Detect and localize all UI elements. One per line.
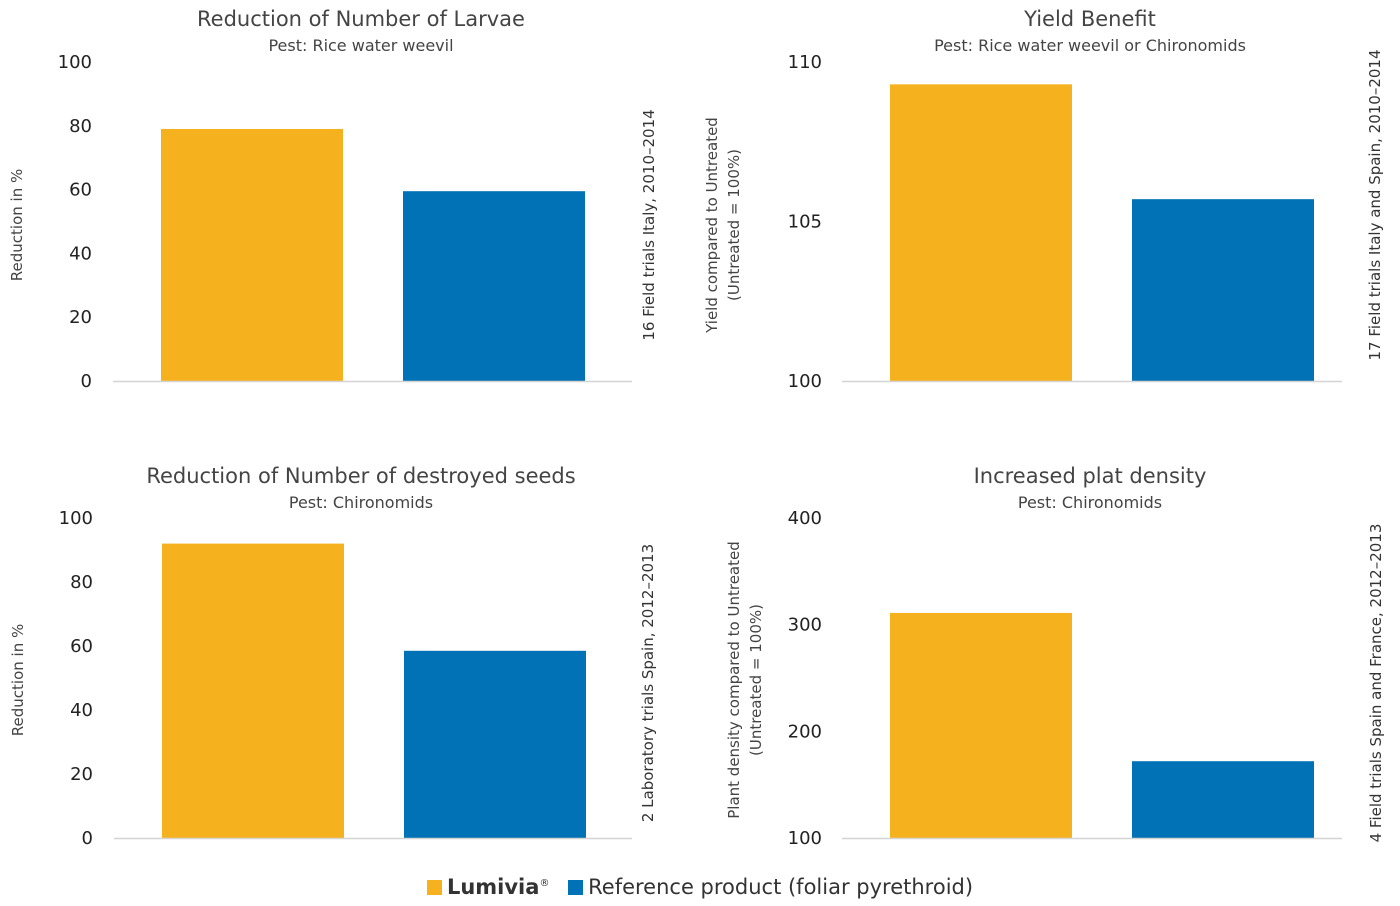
y-tick-label: 200 (788, 721, 822, 742)
legend-swatch-reference (568, 880, 584, 895)
chart-panel-1: Reduction of Number of Larvae Pest: Rice … (8, 7, 658, 392)
trial-note: 16 Field trials Italy, 2010–2014 (640, 109, 658, 340)
y-axis-label: Yield compared to Untreated (703, 117, 721, 334)
y-tick-label: 0 (81, 371, 92, 392)
y-tick-label: 110 (788, 52, 822, 73)
y-tick-label: 40 (70, 700, 93, 721)
bar-reference (1132, 199, 1314, 381)
legend-label-reference: Reference product (foliar pyrethroid) (588, 875, 974, 899)
y-tick-label: 300 (788, 615, 822, 636)
bar-reference (1132, 761, 1314, 838)
y-tick-label: 100 (788, 371, 822, 392)
registered-mark: ® (539, 878, 550, 889)
bar-lumivia (162, 543, 344, 838)
y-axis-label: (Untreated = 100%) (725, 149, 743, 301)
chart-title: Reduction of Number of Larvae (197, 7, 525, 31)
y-tick-label: 60 (70, 636, 93, 657)
legend-item-lumivia: Lumivia® (426, 875, 550, 899)
trial-note: 2 Laboratory trials Spain, 2012–2013 (639, 544, 657, 822)
y-tick-label: 60 (69, 180, 92, 201)
y-tick-label: 40 (69, 243, 92, 264)
y-tick-label: 80 (70, 572, 93, 593)
y-tick-label: 100 (59, 508, 93, 529)
chart-title: Reduction of Number of destroyed seeds (146, 464, 575, 488)
legend-item-reference: Reference product (foliar pyrethroid) (568, 875, 973, 899)
y-axis-label: Reduction in % (9, 624, 27, 736)
chart-title: Yield Benefit (1023, 7, 1156, 31)
chart-subtitle: Pest: Chironomids (289, 493, 433, 512)
legend-label-lumivia: Lumivia (446, 875, 540, 899)
bar-lumivia (890, 612, 1072, 838)
trial-note: 4 Field trials Spain and France, 2012–20… (1367, 524, 1385, 843)
y-tick-label: 100 (58, 52, 92, 73)
y-axis-label: (Untreated = 100%) (747, 604, 765, 756)
legend: Lumivia® Reference product (foliar pyret… (0, 874, 1400, 899)
legend-swatch-lumivia (426, 880, 442, 895)
y-axis-label: Reduction in % (8, 169, 26, 281)
chart-panel-3: Reduction of Number of destroyed seeds Pe… (9, 464, 657, 849)
y-tick-label: 105 (788, 212, 822, 233)
chart-title: Increased plat density (974, 464, 1207, 488)
trial-note: 17 Field trials Italy and Spain, 2010–20… (1366, 50, 1384, 361)
chart-subtitle: Pest: Chironomids (1018, 493, 1162, 512)
y-tick-label: 20 (69, 307, 92, 328)
bar-reference (404, 650, 586, 838)
y-tick-label: 20 (70, 764, 93, 785)
charts-canvas: Reduction of Number of Larvae Pest: Rice … (8, 7, 1385, 849)
chart-subtitle: Pest: Rice water weevil or Chironomids (934, 36, 1246, 55)
y-tick-label: 400 (788, 508, 822, 529)
bar-lumivia (161, 128, 343, 381)
chart-subtitle: Pest: Rice water weevil (268, 36, 453, 55)
y-tick-label: 100 (788, 828, 822, 849)
bar-reference (403, 191, 585, 381)
bar-lumivia (890, 84, 1072, 381)
chart-panel-2: Yield Benefit Pest: Rice water weevil or … (703, 7, 1384, 392)
y-tick-label: 0 (82, 828, 93, 849)
y-tick-label: 80 (69, 116, 92, 137)
y-axis-label: Plant density compared to Untreated (725, 541, 743, 819)
chart-panel-4: Increased plat density Pest: Chironomids 1… (725, 464, 1385, 849)
